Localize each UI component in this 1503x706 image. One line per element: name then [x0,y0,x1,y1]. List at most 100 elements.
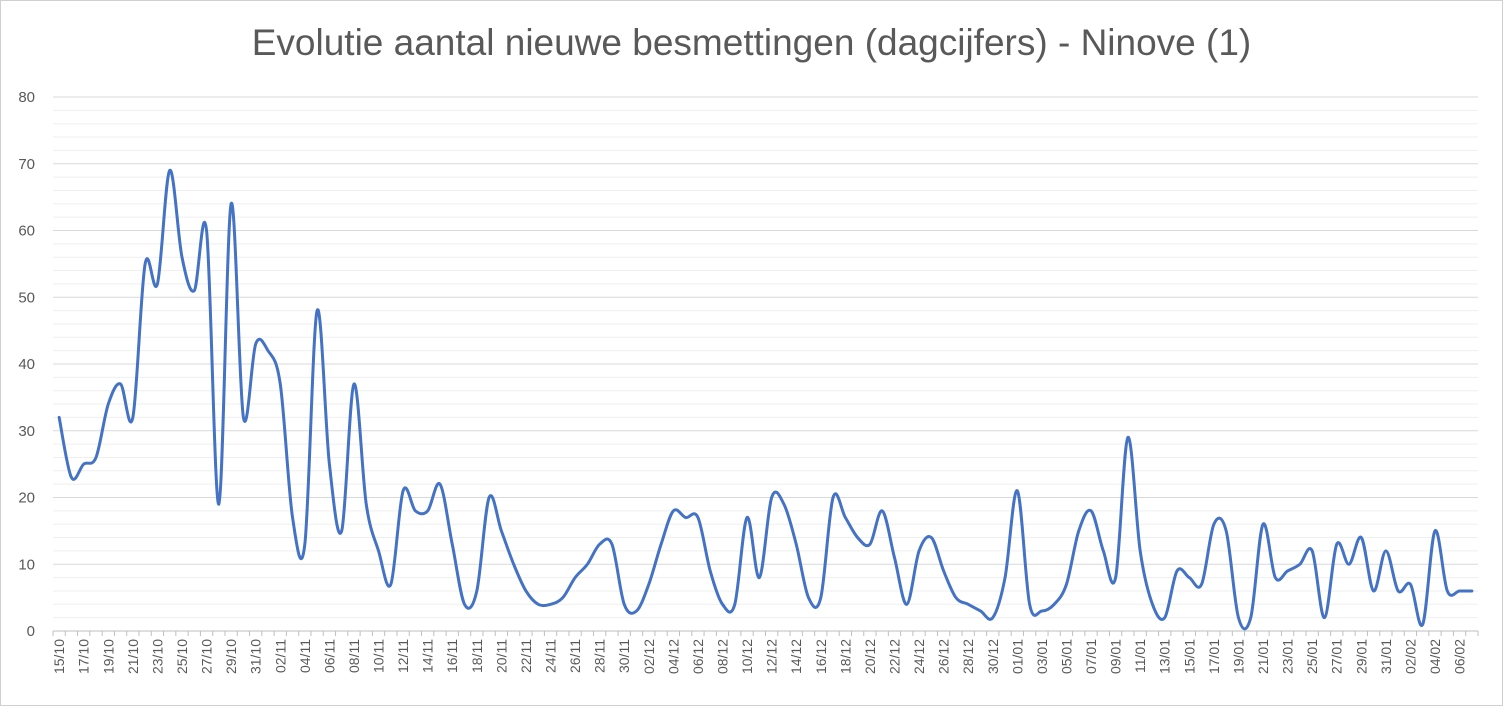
data-point [180,256,183,259]
data-point [524,589,527,592]
x-tick-label: 12/11 [395,639,411,673]
data-point [500,529,503,532]
data-point [82,463,85,466]
x-tick-label: 13/01 [1157,639,1173,674]
data-point [316,309,319,312]
data-point [1323,616,1326,619]
data-point [389,583,392,586]
x-tick-label: 29/10 [223,639,239,674]
x-tick-label: 26/12 [936,639,952,674]
data-point [1348,563,1351,566]
data-point [1077,529,1080,532]
x-tick-label: 08/11 [346,639,362,673]
data-point [107,403,110,406]
x-tick-label: 04/02 [1427,639,1443,674]
x-tick-label: 11/01 [1132,639,1148,673]
data-point [696,516,699,519]
data-point [1139,549,1142,552]
data-point [746,516,749,519]
data-point [672,509,675,512]
x-tick-label: 17/01 [1206,639,1222,674]
data-point [574,576,577,579]
data-point [438,483,441,486]
data-point [647,583,650,586]
data-point [991,616,994,619]
data-point [1397,589,1400,592]
x-tick-label: 15/01 [1181,639,1197,674]
data-point [586,563,589,566]
data-point [721,603,724,606]
data-point [1151,603,1154,606]
x-tick-label: 22/11 [518,639,534,673]
data-point [623,603,626,606]
data-point [549,603,552,606]
data-point [1421,623,1424,626]
data-point [402,489,405,492]
x-tick-label: 25/01 [1304,639,1320,674]
data-point [1126,436,1129,439]
x-tick-label: 10/12 [739,639,755,674]
data-point [205,229,208,232]
x-tick-label: 03/01 [1034,639,1050,674]
x-tick-label: 30/12 [985,639,1001,674]
data-point [1409,583,1412,586]
x-tick-label: 18/11 [469,639,485,673]
data-point [1090,509,1093,512]
x-axis: 15/10 17/10 19/10 21/10 23/10 25/10 27/10 29/10… [51,630,1479,674]
data-point [893,556,896,559]
x-tick-label: 27/10 [199,639,215,674]
data-point [414,509,417,512]
data-point [217,503,220,506]
x-tick-label: 31/10 [248,639,264,674]
x-tick-label: 22/12 [886,639,902,674]
data-point [279,383,282,386]
data-point [537,603,540,606]
x-tick-label: 06/02 [1452,639,1468,674]
data-point [770,496,773,499]
x-tick-label: 20/11 [493,639,509,673]
x-tick-label: 31/01 [1378,639,1394,674]
data-point [1176,569,1179,572]
data-point [94,456,97,459]
x-tick-label: 14/11 [420,639,436,673]
x-tick-label: 16/12 [813,639,829,674]
data-point [340,529,343,532]
x-tick-label: 27/01 [1329,639,1345,674]
x-tick-label: 02/11 [272,639,288,673]
data-point [758,576,761,579]
data-point [1102,549,1105,552]
x-tick-label: 16/11 [444,639,460,673]
data-point [193,289,196,292]
data-point [1470,589,1473,592]
data-point [795,543,798,546]
data-point [807,596,810,599]
y-tick-label: 40 [18,356,35,373]
x-tick-label: 21/10 [125,639,141,674]
x-tick-label: 24/12 [911,639,927,674]
data-point [967,603,970,606]
data-point [1212,523,1215,526]
x-tick-label: 29/01 [1353,639,1369,674]
data-point [254,342,257,345]
y-tick-label: 70 [18,156,35,173]
data-point [303,543,306,546]
data-point [1200,583,1203,586]
data-point [1237,616,1240,619]
series-line [57,168,1474,631]
data-point [832,496,835,499]
data-point [352,383,355,386]
data-point [684,516,687,519]
data-point [119,383,122,386]
data-point [610,543,613,546]
x-tick-label: 20/12 [862,639,878,674]
data-point [512,563,515,566]
chart-title: Evolutie aantal nieuwe besmettingen (dag… [251,22,1252,63]
data-point [1114,576,1117,579]
data-point [1298,563,1301,566]
x-tick-label: 21/01 [1255,639,1271,674]
x-tick-label: 06/11 [321,639,337,673]
data-point [1384,549,1387,552]
data-point [426,509,429,512]
y-tick-label: 80 [18,89,35,106]
